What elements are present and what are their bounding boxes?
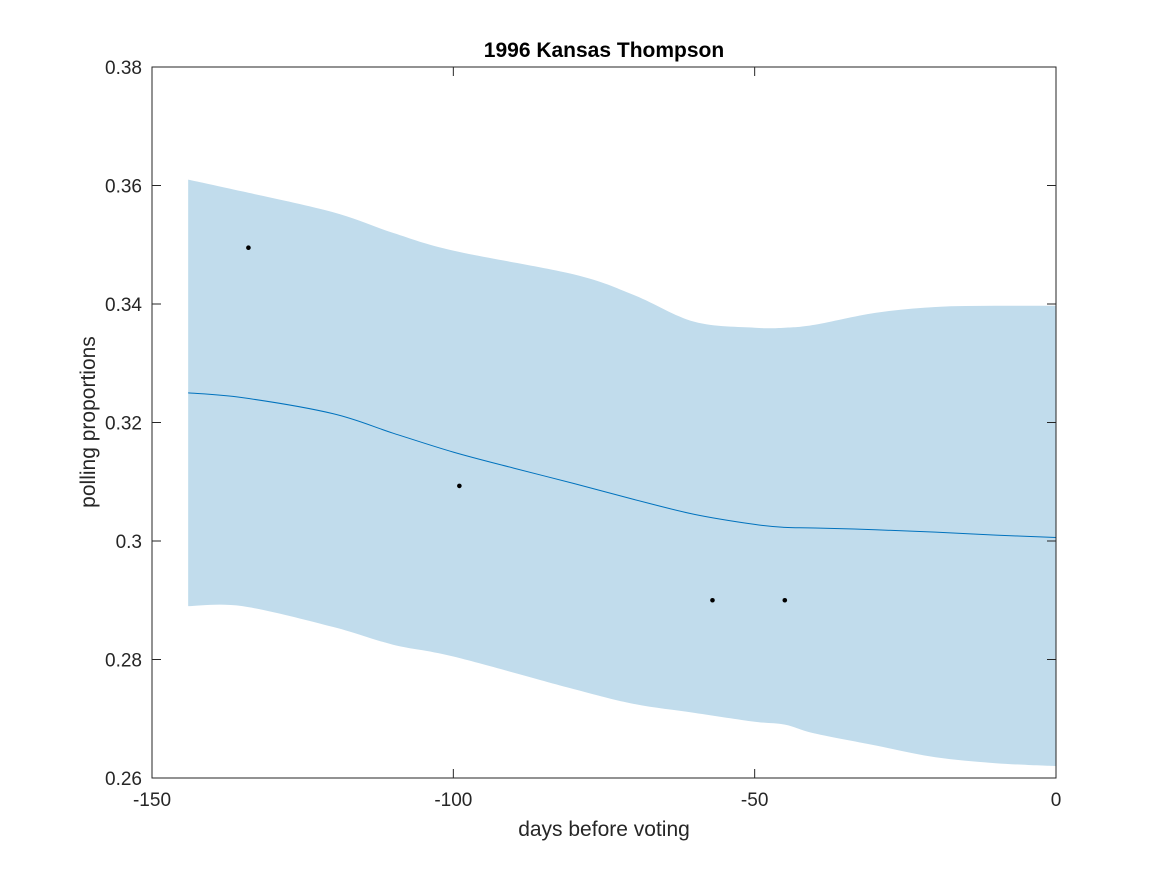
data-point (457, 483, 462, 489)
plot-area (188, 179, 1057, 767)
y-tick-label: 0.36 (105, 177, 142, 198)
x-tick-label: 0 (1051, 790, 1062, 811)
y-tick-label: 0.34 (105, 295, 142, 316)
x-tick-label: -150 (133, 790, 171, 811)
ticks: -150 -100 -50 0 0.26 0.28 0.3 0.32 0.34 0.36 0.38 (105, 58, 1061, 811)
y-tick-label: 0.32 (105, 414, 142, 435)
y-axis-label: polling proportions (77, 336, 100, 508)
confidence-band (188, 179, 1056, 767)
data-point (710, 597, 715, 603)
y-tick-label: 0.26 (105, 769, 142, 790)
y-tick-label: 0.38 (105, 58, 142, 79)
data-point (246, 245, 251, 251)
x-tick-label: -50 (741, 790, 768, 811)
x-axis-label: days before voting (518, 818, 690, 841)
chart-title: 1996 Kansas Thompson (484, 39, 724, 62)
y-tick-label: 0.3 (116, 532, 142, 553)
y-tick-label: 0.28 (105, 651, 142, 672)
trend-line (188, 392, 1057, 538)
data-point (782, 597, 788, 603)
x-tick-label: -100 (434, 790, 472, 811)
